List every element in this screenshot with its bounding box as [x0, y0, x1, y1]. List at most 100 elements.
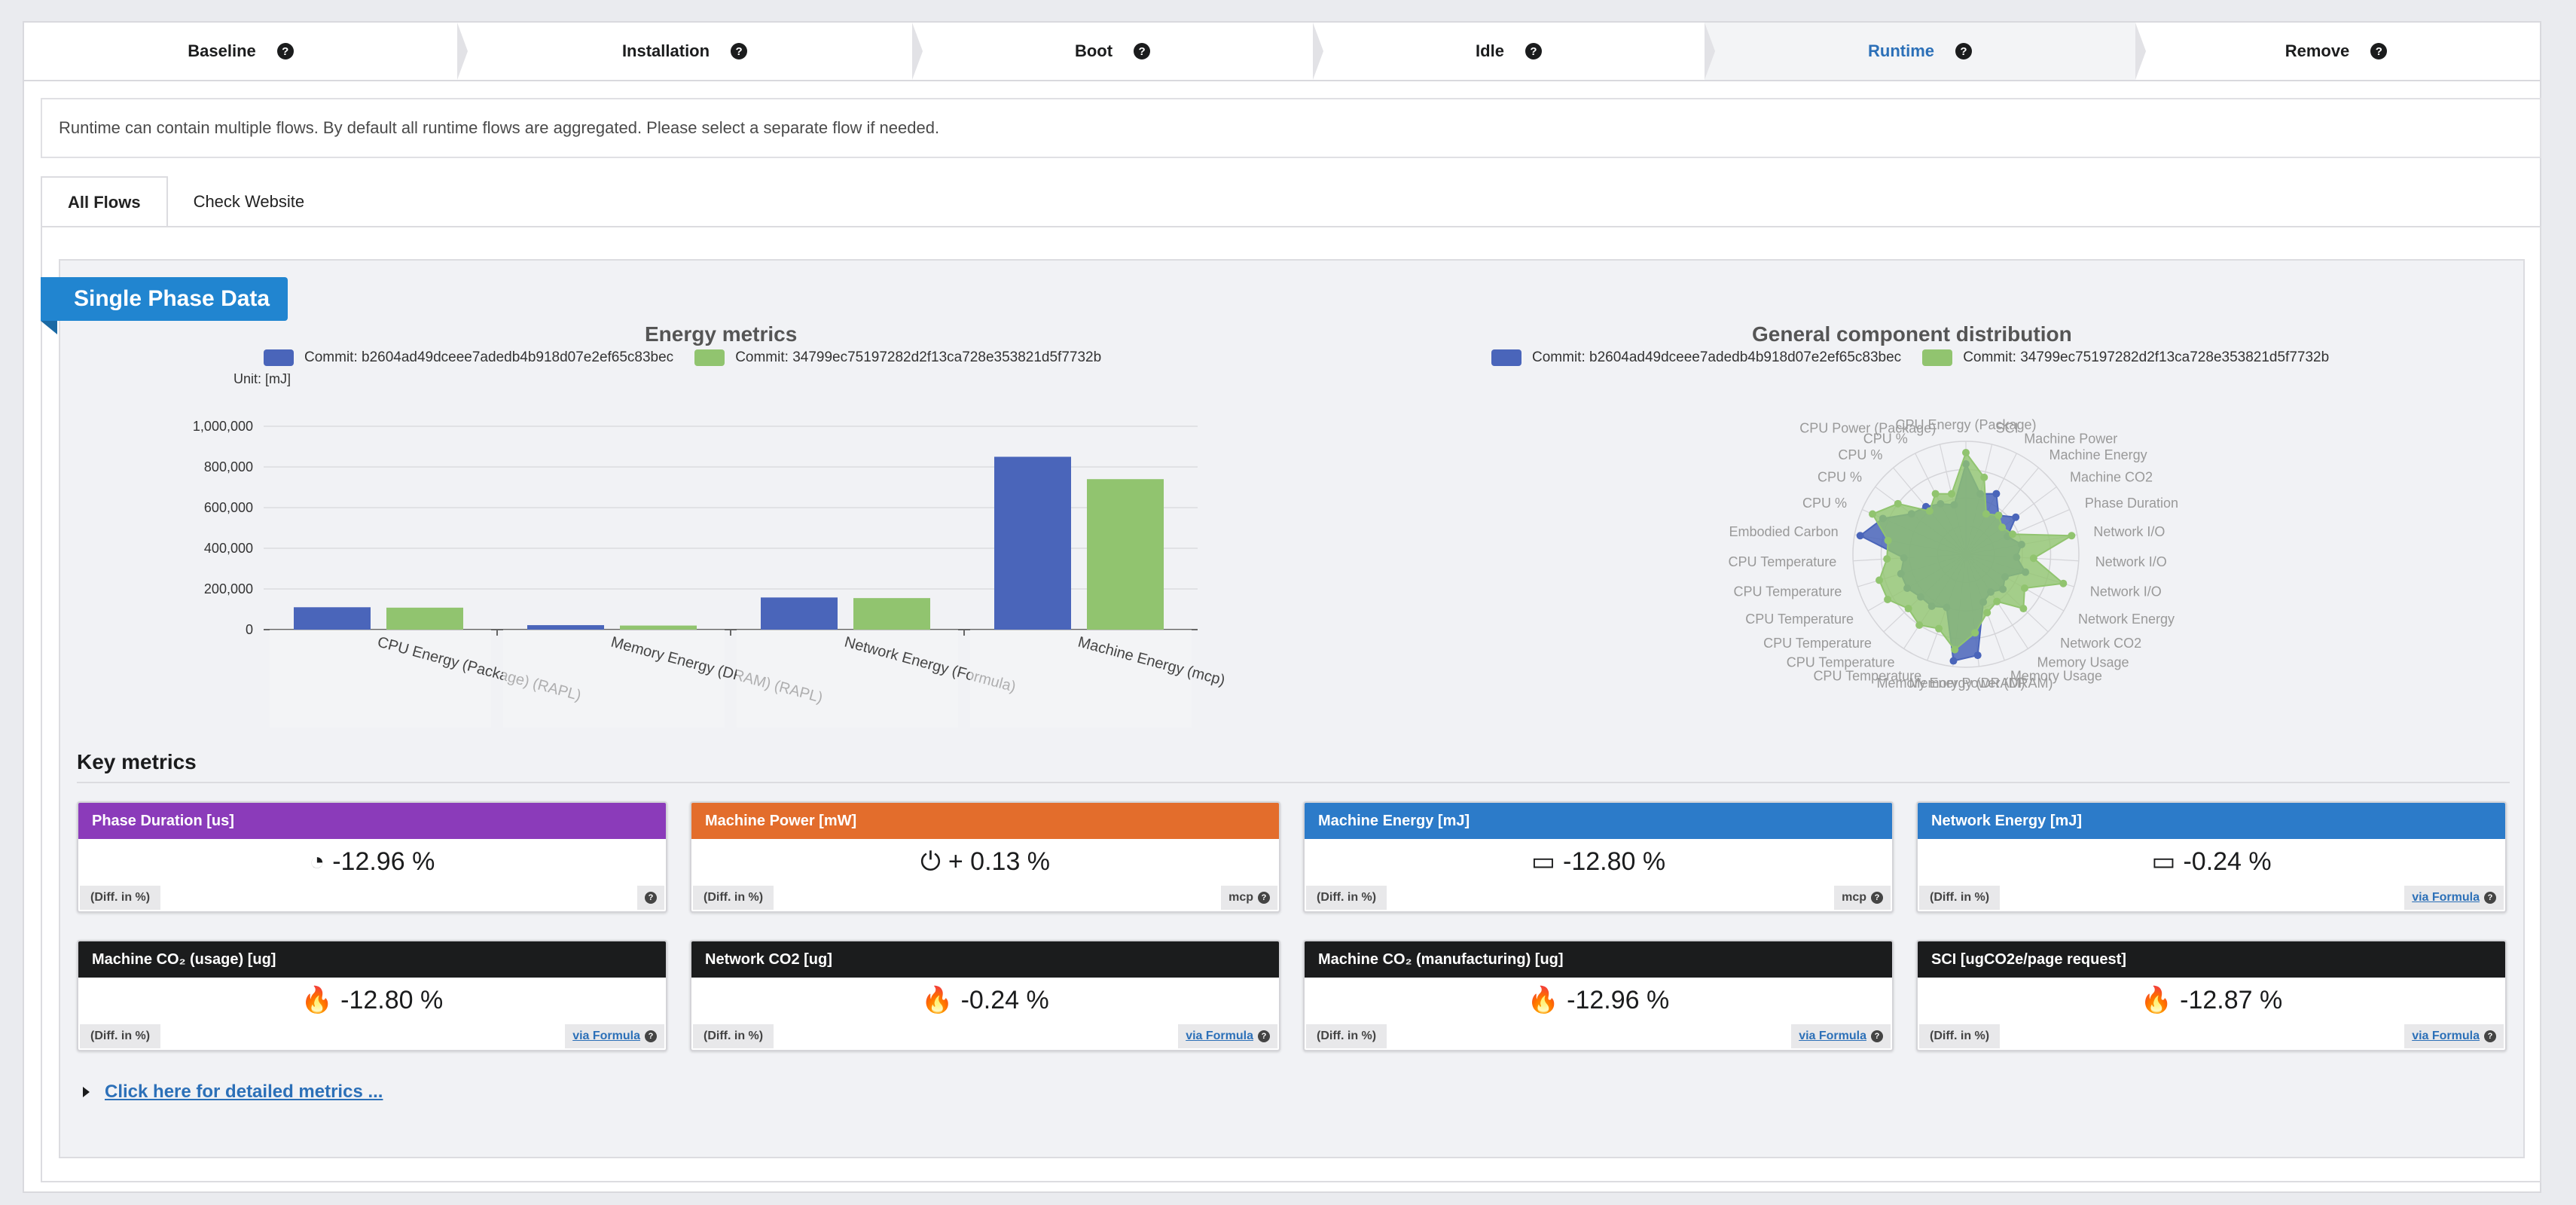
radar-point	[1856, 532, 1864, 540]
via-formula-link[interactable]: via Formula	[572, 1030, 640, 1042]
radar-axis-label: Machine Energy	[2050, 447, 2147, 462]
radar-point	[1884, 596, 1892, 603]
step-label[interactable]: Boot	[1074, 41, 1113, 60]
detailed-metrics-link[interactable]: Click here for detailed metrics ...	[105, 1081, 383, 1102]
metric-card-footer: (Diff. in %) via Formula?	[78, 1023, 666, 1050]
metric-card-footer: (Diff. in %) via Formula?	[1305, 1023, 1892, 1050]
step-remove[interactable]: Remove?	[2135, 23, 2537, 80]
via-formula-link[interactable]: via Formula	[2412, 1030, 2480, 1042]
radar-axis-label: CPU %	[1802, 496, 1847, 511]
radar-legend-label-b[interactable]: Commit: 34799ec75197282d2f13ca728e353821…	[1963, 349, 2330, 365]
radar-axis-label: CPU Energy (Package)	[1895, 417, 2036, 432]
radar-legend-swatch-a[interactable]	[1491, 349, 1521, 366]
metric-card: Machine CO₂ (usage) [ug] 🔥 -12.80 % (Diff. …	[77, 940, 667, 1051]
step-idle[interactable]: Idle?	[1313, 23, 1715, 80]
help-icon[interactable]: ?	[1134, 43, 1151, 59]
key-metrics-title: Key metrics	[77, 750, 197, 773]
step-label[interactable]: Installation	[621, 41, 710, 60]
metric-source[interactable]: via Formula?	[2404, 1024, 2504, 1048]
radar-legend-label-a[interactable]: Commit: b2604ad49dceee7adedb4b918d07e2ef…	[1532, 349, 1902, 365]
step-label[interactable]: Runtime	[1868, 41, 1934, 60]
radar-axis-label: Memory Usage	[2037, 655, 2129, 670]
radar-point	[1925, 507, 1934, 515]
legend-label-b[interactable]: Commit: 34799ec75197282d2f13ca728e353821…	[735, 349, 1102, 365]
metric-card-title: Machine Energy [mJ]	[1305, 803, 1892, 839]
radar-axis-label: Machine Power	[2024, 431, 2117, 446]
radar-point	[1949, 657, 1958, 665]
diff-label: (Diff. in %)	[80, 1024, 161, 1048]
metric-source[interactable]: ?	[637, 886, 664, 910]
detailed-metrics-toggle[interactable]: Click here for detailed metrics ...	[83, 1081, 383, 1103]
metric-source[interactable]: via Formula?	[1178, 1024, 1277, 1048]
step-boot[interactable]: Boot?	[912, 23, 1323, 80]
step-runtime[interactable]: Runtime?	[1705, 23, 2146, 80]
metric-source[interactable]: via Formula?	[1791, 1024, 1891, 1048]
via-formula-link[interactable]: via Formula	[2412, 891, 2480, 904]
tab-all-flows[interactable]: All Flows	[41, 176, 168, 227]
radar-point	[1894, 499, 1902, 508]
step-label[interactable]: Idle	[1476, 41, 1504, 60]
radar-axis-label: CPU %	[1818, 469, 1862, 484]
help-icon[interactable]: ?	[1871, 892, 1883, 904]
clock-icon: ◔	[309, 847, 325, 876]
radar-axis-label: Machine CO2	[2070, 469, 2153, 484]
help-icon[interactable]: ?	[1871, 1030, 1883, 1042]
step-label[interactable]: Baseline	[188, 41, 256, 60]
single-phase-ribbon: Single Phase Data	[41, 277, 288, 334]
help-icon[interactable]: ?	[1525, 43, 1542, 59]
bar	[386, 607, 463, 630]
help-icon[interactable]: ?	[2484, 892, 2496, 904]
metric-value: -12.96 %	[332, 847, 435, 876]
radar-point	[1998, 523, 2007, 532]
phase-steps: Baseline? Installation? Boot? Idle? Runtime?…	[24, 23, 2540, 81]
metric-value: -12.87 %	[2180, 985, 2283, 1014]
radar-point	[1992, 490, 2001, 498]
caret-right-icon[interactable]	[83, 1087, 90, 1097]
radar-chart-title: General component distribution	[1752, 322, 2072, 346]
radar-point	[1915, 621, 1924, 629]
metric-card-value: ◔ -12.96 %	[78, 839, 666, 884]
radar-legend-swatch-b[interactable]	[1922, 349, 1953, 366]
radar-axis-label: SCI	[1996, 421, 2019, 436]
radar-axis-label: Embodied Carbon	[1729, 524, 1839, 539]
legend-label-a[interactable]: Commit: b2604ad49dceee7adedb4b918d07e2ef…	[304, 349, 674, 365]
y-tick-label: 800,000	[204, 459, 253, 474]
metric-source[interactable]: mcp?	[1221, 886, 1277, 910]
via-formula-link[interactable]: via Formula	[1186, 1030, 1253, 1042]
help-icon[interactable]: ?	[645, 1030, 657, 1042]
metric-card: Phase Duration [us] ◔ -12.96 % (Diff. in %)…	[77, 801, 667, 913]
help-icon[interactable]: ?	[2484, 1030, 2496, 1042]
y-tick-label: 600,000	[204, 500, 253, 515]
legend-swatch-a[interactable]	[264, 349, 294, 366]
diff-label: (Diff. in %)	[1306, 1024, 1387, 1048]
tab-check-website[interactable]: Check Website	[193, 192, 305, 211]
radar-point	[1962, 449, 1970, 456]
via-formula-link[interactable]: via Formula	[1799, 1030, 1866, 1042]
metric-source[interactable]: via Formula?	[565, 1024, 664, 1048]
y-tick-label: 0	[246, 622, 253, 637]
metric-source[interactable]: via Formula?	[2404, 886, 2504, 910]
step-label[interactable]: Remove	[2285, 41, 2350, 60]
metric-card-value: ▭ -12.80 %	[1305, 839, 1892, 884]
step-installation[interactable]: Installation?	[457, 23, 923, 80]
category-band	[737, 630, 958, 728]
step-baseline[interactable]: Baseline?	[24, 23, 468, 80]
radar-axis-label: CPU Power (Package)	[1799, 421, 1936, 436]
help-icon[interactable]: ?	[276, 43, 294, 59]
info-text: Runtime can contain multiple flows. By d…	[59, 118, 940, 137]
y-unit-label: Unit: [mJ]	[233, 374, 291, 386]
help-icon[interactable]: ?	[645, 892, 657, 904]
help-icon[interactable]: ?	[1258, 1030, 1270, 1042]
legend-swatch-b[interactable]	[694, 349, 725, 366]
help-icon[interactable]: ?	[2370, 43, 2388, 59]
radar-point	[1869, 510, 1877, 518]
metric-card-value: 🔥 -12.87 %	[1918, 978, 2505, 1023]
metric-source[interactable]: mcp?	[1834, 886, 1891, 910]
help-icon[interactable]: ?	[731, 43, 748, 59]
help-icon[interactable]: ?	[1955, 43, 1972, 59]
help-icon[interactable]: ?	[1258, 892, 1270, 904]
metric-card-footer: (Diff. in %)?	[78, 884, 666, 911]
metric-value: + 0.13 %	[948, 847, 1051, 876]
metric-card-value: ⏻ + 0.13 %	[691, 839, 1279, 884]
